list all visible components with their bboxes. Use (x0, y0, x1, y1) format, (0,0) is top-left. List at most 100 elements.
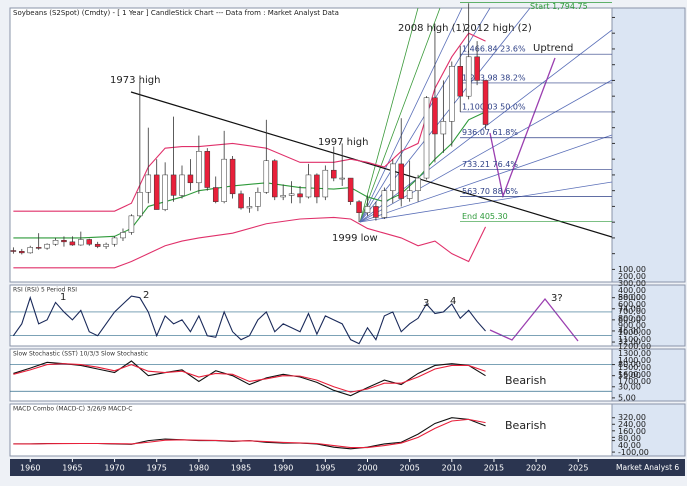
candle-body (263, 160, 270, 193)
band-line (13, 216, 487, 269)
y-tick-label: 320,00 (618, 413, 646, 422)
candle-body (52, 240, 59, 245)
candle-body (10, 250, 17, 252)
x-tick-label: 2000 (357, 464, 377, 473)
y-tick-label: 900,00 (618, 321, 646, 330)
fib-label: 563.70 88.6% (462, 187, 518, 196)
candle-body (314, 174, 320, 198)
y-tick-label: 40,00 (618, 441, 641, 450)
candle-body (229, 158, 236, 195)
candle-body (390, 163, 396, 191)
candle-body (27, 247, 33, 254)
annotation: 1997 high (318, 137, 368, 148)
y-tick-label: 800,00 (618, 314, 646, 323)
y-tick-label: 700,00 (618, 307, 646, 316)
candle-body (94, 243, 101, 247)
y-tick-label: 55,00 (618, 371, 641, 380)
y-tick-label: 1200,00 (618, 342, 651, 351)
annotation: 2012 high (2) (464, 23, 532, 34)
y-axis-strip (611, 7, 686, 283)
x-axis-strip (10, 459, 612, 476)
candle-body (35, 247, 42, 249)
y-tick-label: -100,00 (618, 448, 649, 457)
annotation: Bearish (505, 419, 546, 432)
fib-label: 1,100.03 50.0% (462, 102, 526, 111)
annotation: 4 (450, 296, 456, 307)
y-tick-label: 100,00 (618, 265, 646, 274)
annotation: 1 (60, 292, 66, 303)
stoch-panel (9, 348, 613, 402)
candle-body (449, 66, 455, 122)
series-line (13, 418, 486, 449)
annotation: 3 (423, 298, 429, 309)
candle-body (111, 237, 118, 245)
candle-body (170, 174, 177, 196)
y-tick-label: 46,00 (618, 326, 641, 335)
fib-label: End 405.30 (462, 212, 508, 221)
x-tick-label: 2015 (484, 464, 504, 473)
y-tick-label: 32,00 (618, 338, 641, 347)
y-tick-label: 600,00 (618, 300, 646, 309)
y-tick-label: 80,00 (618, 360, 641, 369)
y-tick-label: 1000,00 (618, 328, 651, 337)
fan-lines (130, 8, 612, 238)
candle-body (373, 206, 379, 218)
candle-body (69, 241, 76, 246)
annotation: 2008 high (1) (398, 23, 466, 34)
candle-body (465, 56, 472, 97)
candle-body (153, 174, 160, 210)
candle-body (297, 193, 303, 198)
panel-title: Slow Stochastic (SST) 10/3/3 Slow Stocha… (13, 351, 148, 358)
candle-body (280, 195, 286, 198)
candle-body (137, 191, 143, 217)
candle-body (423, 97, 430, 179)
y-tick-label: 400,00 (618, 286, 646, 295)
annotation: Uptrend (533, 43, 573, 54)
candle-body (322, 169, 329, 198)
x-tick-label: 2025 (568, 464, 588, 473)
candle-body (415, 177, 421, 191)
annotation: 1973 high (110, 75, 160, 86)
x-tick-label: 1980 (189, 464, 209, 473)
candle-body (204, 151, 211, 188)
candle-body (78, 239, 84, 246)
candle-body (179, 174, 185, 196)
x-tick-label: 2005 (399, 464, 419, 473)
candle-body (187, 174, 194, 184)
candle-body (238, 193, 244, 209)
candle-body (128, 215, 135, 233)
y-axis-strip (611, 348, 686, 402)
y-tick-label: 1300,00 (618, 349, 651, 358)
candle-body (305, 174, 312, 198)
annotation: Bearish (505, 374, 546, 387)
series-line (12, 295, 486, 345)
candle-body (406, 190, 413, 199)
candle-body (288, 193, 295, 196)
candle-body (145, 174, 152, 193)
x-tick-label: 1960 (20, 464, 40, 473)
footer-strip (612, 459, 685, 476)
fib-label: 733.21 76.4% (462, 160, 518, 169)
y-tick-label: 80,00 (618, 434, 641, 443)
annotation: 2 (143, 290, 149, 301)
candle-body (255, 191, 261, 207)
panel-title: MACD Combo (MACD-C) 3/26/9 MACD-C (13, 406, 132, 413)
candle-body (162, 174, 168, 210)
fib-label: 1,283.98 38.2% (462, 73, 526, 82)
candle-body (381, 190, 388, 218)
y-tick-label: 74,00 (618, 304, 641, 313)
y-axis-strip (611, 284, 686, 347)
x-tick-label: 1975 (147, 464, 167, 473)
x-tick-label: 2020 (526, 464, 546, 473)
candle-body (364, 206, 371, 213)
y-tick-label: 1400,00 (618, 356, 651, 365)
panel-title: Soybeans (S2Spot) (Cmdty) - [ 1 Year ] C… (13, 9, 339, 17)
candle-body (347, 177, 354, 202)
candle-body (44, 243, 50, 249)
footer: Market Analyst 6 (616, 463, 679, 472)
candle-body (432, 97, 438, 135)
candle-body (19, 251, 25, 254)
y-axis-strip (611, 403, 686, 457)
fib-label: Start 1,794.75 (530, 2, 588, 11)
